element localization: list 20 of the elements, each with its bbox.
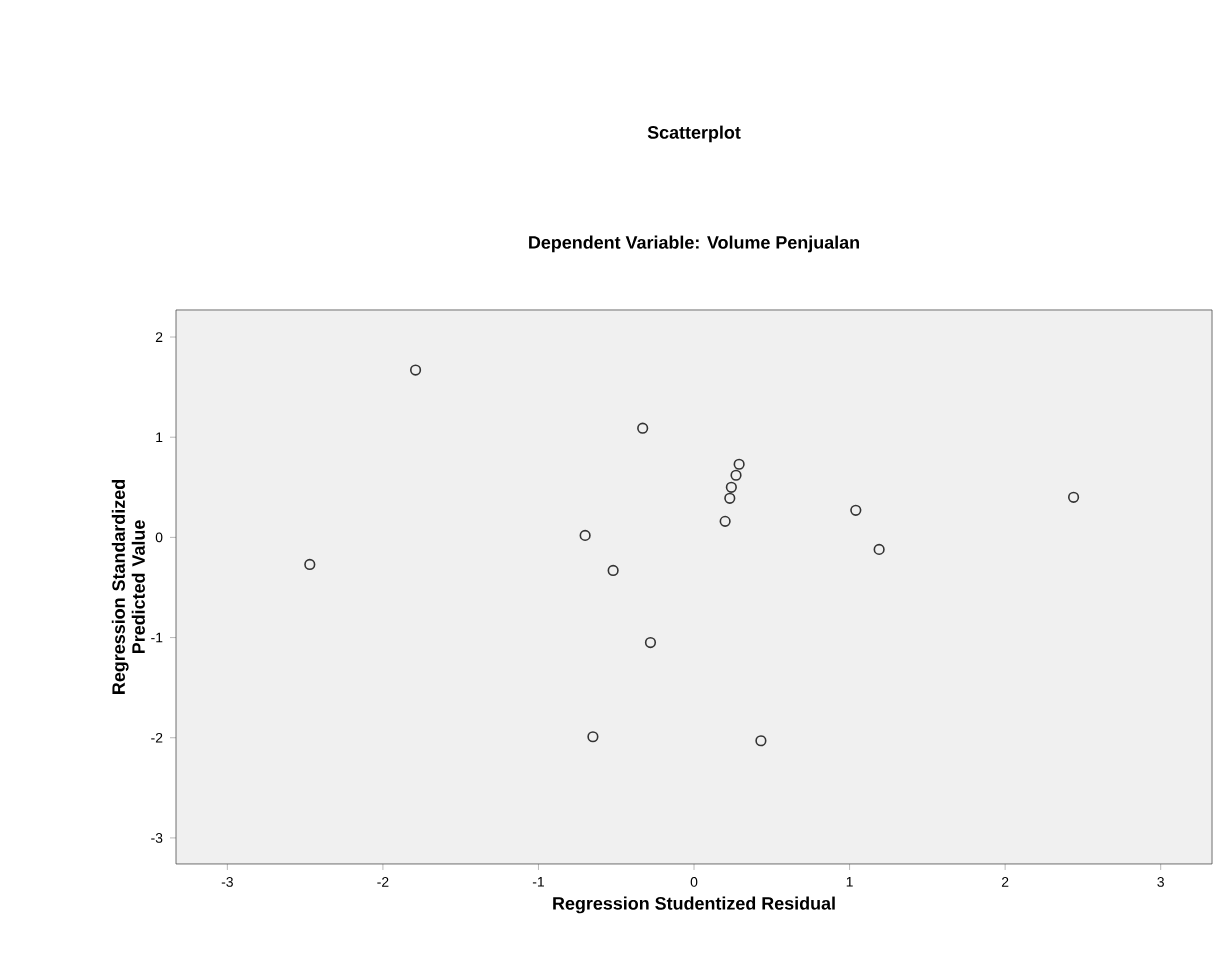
chart-subtitle: Dependent Variable: Volume Penjualan [529, 235, 859, 253]
point [725, 481, 737, 493]
point [644, 636, 657, 649]
point [587, 731, 599, 743]
point [850, 504, 862, 516]
point [873, 543, 885, 555]
point [730, 469, 742, 481]
point [733, 458, 745, 470]
point [579, 529, 591, 541]
point [1067, 491, 1080, 503]
point [637, 422, 649, 434]
x-axis-title: Regression Studentized Residual [553, 896, 835, 914]
y-axis-title: Regression Standardized Predicted Value [111, 480, 145, 694]
point [607, 564, 619, 577]
point [719, 515, 731, 527]
point [304, 558, 316, 571]
point [724, 492, 736, 504]
chart-title: Scatterplot [647, 125, 741, 143]
point [409, 364, 422, 376]
point [755, 735, 767, 747]
